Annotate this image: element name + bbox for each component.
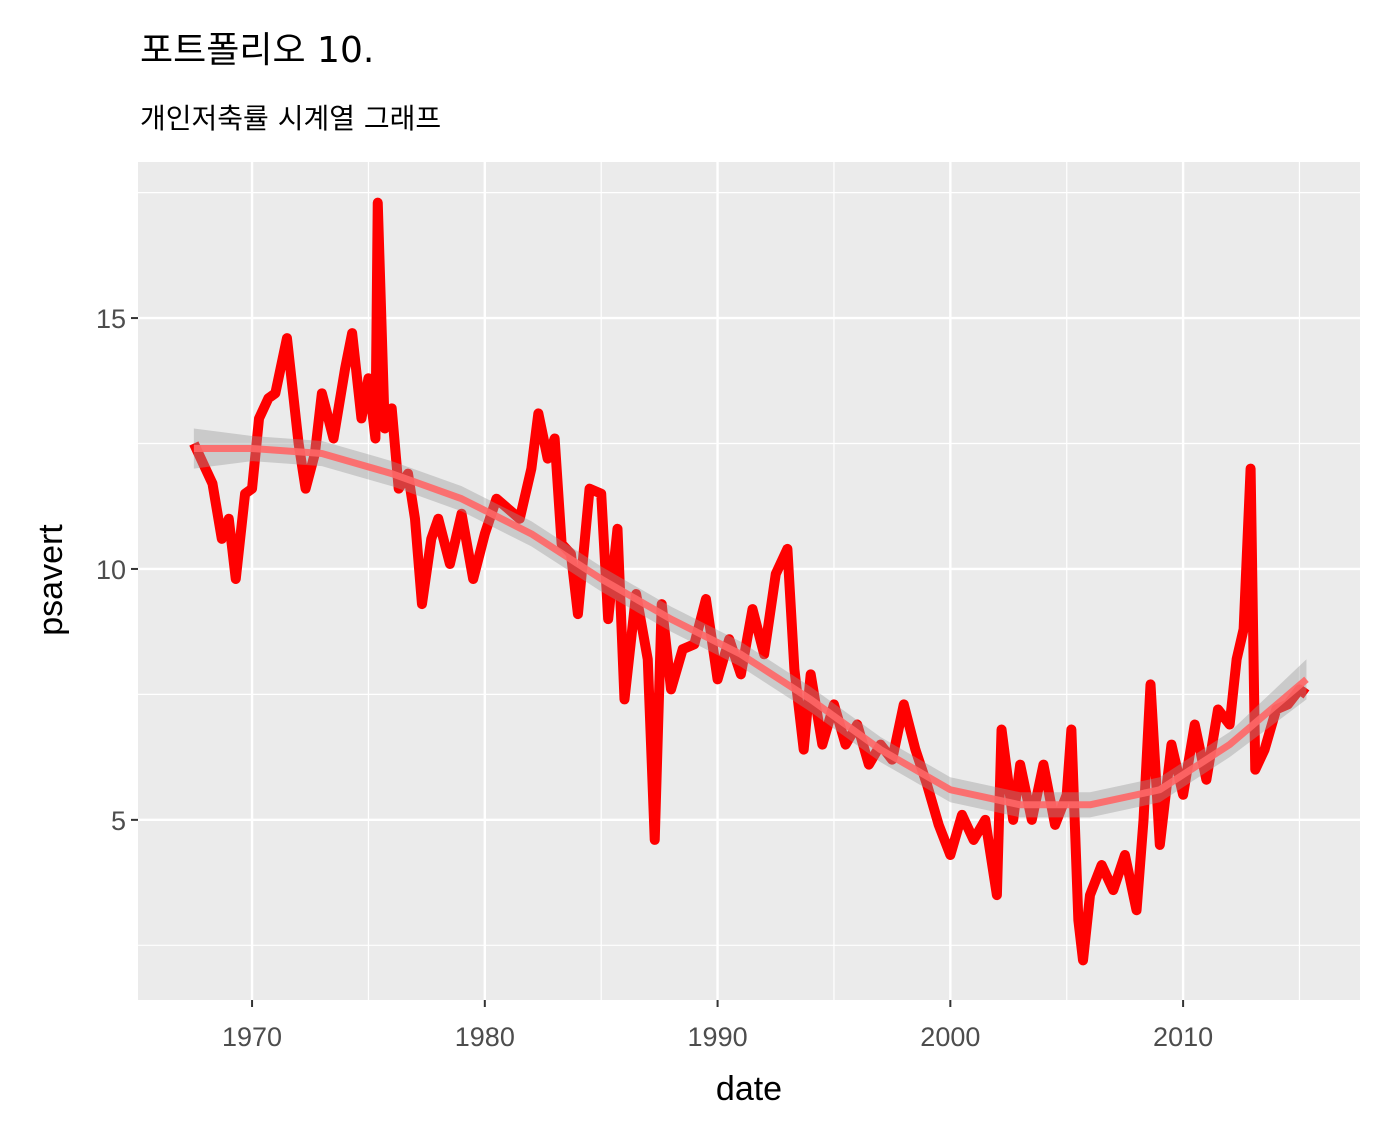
x-tick-label: 2010 xyxy=(1153,1022,1213,1052)
chart-subtitle: 개인저축률 시계열 그래프 xyxy=(140,102,441,135)
smooth-band xyxy=(193,428,1307,818)
y-tick-label: 10 xyxy=(96,555,126,585)
x-tick-label: 1980 xyxy=(455,1022,515,1052)
smooth-line xyxy=(193,445,1309,809)
x-tick-label: 2000 xyxy=(920,1022,980,1052)
panel xyxy=(138,162,1360,1000)
x-axis-label: date xyxy=(716,1070,782,1108)
x-tick-label: 1990 xyxy=(688,1022,748,1052)
y-tick-label: 5 xyxy=(111,806,126,836)
y-tick-label: 15 xyxy=(96,304,126,334)
x-tick-label: 1970 xyxy=(222,1022,282,1052)
data-line xyxy=(189,197,1310,966)
y-axis-label: psavert xyxy=(32,524,70,636)
chart-title: 포트폴리오 10. xyxy=(140,30,374,71)
